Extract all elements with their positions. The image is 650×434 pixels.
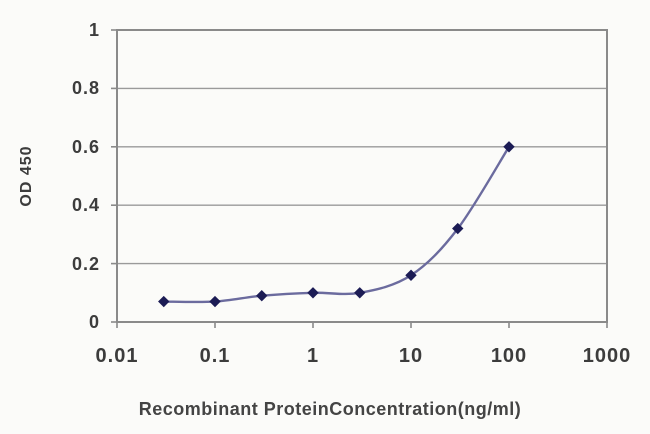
data-point-marker bbox=[354, 287, 366, 299]
x-axis-title: Recombinant ProteinConcentration(ng/ml) bbox=[138, 399, 522, 419]
y-tick-label: 0.2 bbox=[71, 253, 100, 274]
data-point-marker bbox=[209, 295, 221, 308]
y-tick-label: 0.6 bbox=[71, 136, 100, 157]
y-axis-title: OD 450 bbox=[18, 145, 35, 207]
data-point-marker bbox=[158, 295, 170, 308]
data-point-marker bbox=[256, 290, 268, 302]
data-point-marker bbox=[307, 287, 319, 299]
x-tick-label: 0.01 bbox=[95, 345, 139, 367]
data-point-marker bbox=[503, 141, 515, 153]
x-tick-label: 1000 bbox=[582, 345, 632, 367]
y-tick-label: 0.4 bbox=[71, 195, 100, 216]
x-tick-label: 1 bbox=[306, 345, 320, 367]
y-tick-label: 0 bbox=[88, 312, 100, 332]
data-point-marker bbox=[405, 269, 417, 281]
x-tick-label: 0.1 bbox=[199, 345, 231, 367]
x-tick-label: 100 bbox=[490, 345, 528, 367]
y-tick-label: 1 bbox=[88, 20, 100, 40]
x-tick-label: 10 bbox=[398, 345, 424, 367]
plot-border bbox=[116, 29, 608, 323]
y-tick-label: 0.8 bbox=[71, 78, 100, 99]
data-point-marker bbox=[452, 222, 464, 235]
